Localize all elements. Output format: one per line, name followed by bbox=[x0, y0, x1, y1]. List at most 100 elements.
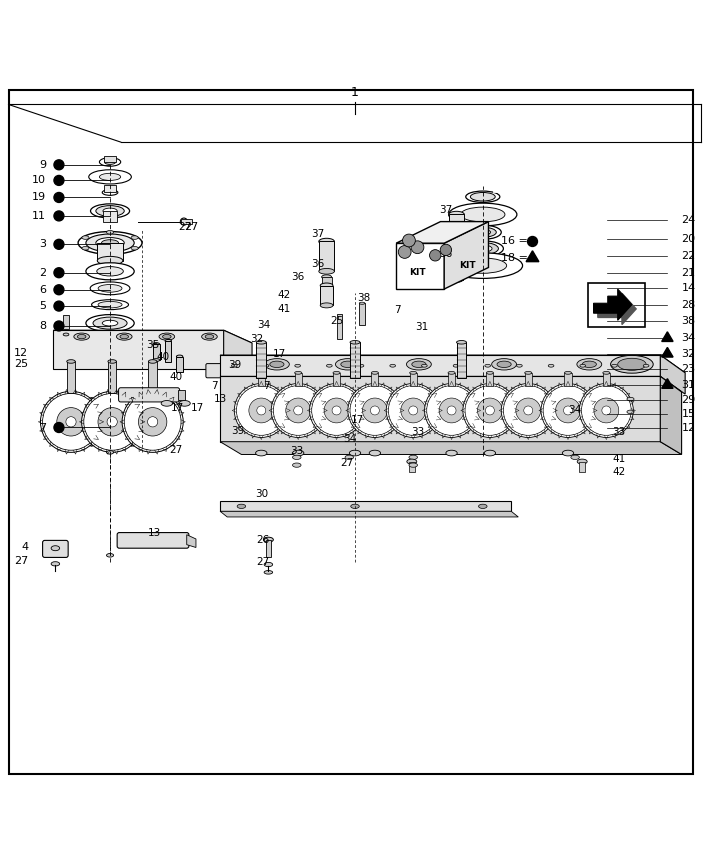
Circle shape bbox=[310, 384, 364, 438]
Bar bbox=[409, 462, 415, 472]
Bar bbox=[220, 501, 511, 511]
Bar bbox=[452, 250, 462, 258]
Text: 36: 36 bbox=[439, 250, 452, 259]
Circle shape bbox=[54, 211, 64, 221]
Text: 37: 37 bbox=[439, 205, 452, 215]
Text: 34: 34 bbox=[682, 333, 696, 343]
Ellipse shape bbox=[86, 315, 134, 332]
Bar bbox=[371, 373, 378, 386]
Circle shape bbox=[477, 398, 503, 423]
Ellipse shape bbox=[96, 238, 124, 248]
Circle shape bbox=[581, 386, 631, 435]
Circle shape bbox=[84, 393, 141, 451]
Circle shape bbox=[543, 386, 593, 435]
Text: 10: 10 bbox=[32, 175, 46, 186]
Polygon shape bbox=[594, 289, 632, 321]
Ellipse shape bbox=[612, 300, 619, 304]
Ellipse shape bbox=[165, 339, 171, 342]
Ellipse shape bbox=[335, 358, 361, 370]
Circle shape bbox=[398, 245, 411, 258]
Bar bbox=[266, 540, 271, 557]
Text: 19: 19 bbox=[32, 192, 46, 203]
Ellipse shape bbox=[459, 258, 507, 274]
Text: 12: 12 bbox=[682, 423, 696, 433]
Polygon shape bbox=[220, 355, 685, 373]
Ellipse shape bbox=[93, 317, 127, 329]
Text: 11: 11 bbox=[32, 211, 46, 221]
Ellipse shape bbox=[82, 236, 89, 239]
Ellipse shape bbox=[412, 361, 426, 368]
Text: 17: 17 bbox=[171, 404, 184, 413]
Polygon shape bbox=[444, 221, 488, 289]
Bar bbox=[603, 373, 610, 386]
Ellipse shape bbox=[78, 232, 142, 254]
Polygon shape bbox=[220, 376, 660, 442]
Ellipse shape bbox=[618, 358, 646, 370]
Circle shape bbox=[440, 245, 452, 256]
Circle shape bbox=[528, 237, 537, 246]
Circle shape bbox=[425, 384, 479, 438]
Ellipse shape bbox=[91, 203, 129, 218]
Ellipse shape bbox=[449, 241, 464, 247]
Polygon shape bbox=[220, 355, 660, 376]
Text: 39: 39 bbox=[231, 426, 244, 436]
Bar bbox=[319, 241, 334, 271]
Ellipse shape bbox=[99, 174, 121, 180]
Ellipse shape bbox=[443, 253, 523, 279]
Ellipse shape bbox=[603, 371, 610, 374]
Text: 33: 33 bbox=[613, 427, 626, 437]
Text: 22: 22 bbox=[682, 251, 696, 262]
Ellipse shape bbox=[548, 364, 554, 367]
Text: 31: 31 bbox=[682, 380, 696, 390]
Text: KIT: KIT bbox=[459, 261, 476, 270]
Bar bbox=[67, 362, 75, 393]
Polygon shape bbox=[526, 251, 539, 262]
Bar bbox=[177, 357, 183, 372]
FancyBboxPatch shape bbox=[119, 387, 180, 402]
Circle shape bbox=[324, 398, 349, 423]
Bar bbox=[337, 314, 342, 339]
FancyBboxPatch shape bbox=[206, 363, 226, 378]
Circle shape bbox=[411, 241, 424, 254]
Ellipse shape bbox=[102, 239, 119, 246]
Bar bbox=[181, 220, 192, 224]
Circle shape bbox=[234, 384, 288, 438]
Ellipse shape bbox=[295, 364, 300, 367]
Circle shape bbox=[273, 386, 323, 435]
Ellipse shape bbox=[448, 371, 455, 374]
Ellipse shape bbox=[627, 398, 634, 401]
Text: 9: 9 bbox=[39, 160, 46, 170]
Ellipse shape bbox=[491, 358, 517, 370]
Text: 27: 27 bbox=[340, 458, 353, 468]
Ellipse shape bbox=[475, 229, 491, 235]
Text: 32: 32 bbox=[682, 349, 696, 358]
Ellipse shape bbox=[359, 302, 365, 304]
Text: 7: 7 bbox=[394, 304, 401, 315]
Bar bbox=[165, 341, 172, 363]
Ellipse shape bbox=[615, 292, 621, 293]
Text: 15: 15 bbox=[682, 409, 696, 419]
Ellipse shape bbox=[627, 410, 634, 414]
Circle shape bbox=[54, 301, 64, 311]
Ellipse shape bbox=[410, 371, 417, 374]
Ellipse shape bbox=[349, 451, 361, 456]
Ellipse shape bbox=[471, 192, 496, 201]
Text: 16 =: 16 = bbox=[501, 237, 531, 246]
Bar bbox=[448, 373, 455, 386]
Ellipse shape bbox=[179, 400, 190, 406]
Ellipse shape bbox=[450, 257, 463, 262]
Circle shape bbox=[332, 406, 341, 415]
Ellipse shape bbox=[358, 364, 364, 367]
Text: 34: 34 bbox=[344, 433, 356, 444]
Ellipse shape bbox=[51, 562, 60, 566]
Bar bbox=[148, 362, 157, 393]
Ellipse shape bbox=[320, 303, 333, 308]
Text: 8: 8 bbox=[39, 321, 46, 331]
Ellipse shape bbox=[293, 451, 304, 456]
Circle shape bbox=[556, 398, 581, 423]
Text: KIT: KIT bbox=[409, 268, 426, 277]
Text: 1: 1 bbox=[351, 86, 359, 99]
Circle shape bbox=[541, 384, 595, 438]
Polygon shape bbox=[598, 293, 636, 325]
Circle shape bbox=[180, 218, 187, 225]
